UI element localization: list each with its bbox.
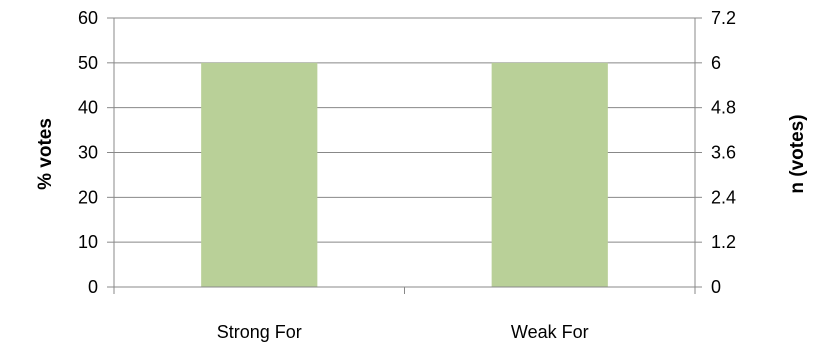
tick-labels: 0 10 20 30 40 50 60 0 1.2 2.4 3.6 4.8 6 7.2 Strong For… xyxy=(78,8,736,342)
x-category-label: Strong For xyxy=(217,322,302,342)
y2-tick-label: 0 xyxy=(711,277,721,297)
bar xyxy=(491,62,608,288)
y2-tick-label: 4.8 xyxy=(711,98,736,118)
y-tick-label: 0 xyxy=(88,277,98,297)
y-tick-label: 30 xyxy=(78,143,98,163)
y2-tick-label: 1.2 xyxy=(711,232,736,252)
y-tick-label: 50 xyxy=(78,53,98,73)
y2-tick-label: 6 xyxy=(711,53,721,73)
bar xyxy=(201,62,318,288)
axes xyxy=(107,17,702,294)
y2-tick-label: 7.2 xyxy=(711,8,736,28)
y2-tick-label: 2.4 xyxy=(711,187,736,207)
y2-axis-title: n (votes) xyxy=(787,114,808,193)
x-category-label: Weak For xyxy=(511,322,589,342)
y-axis-title: % votes xyxy=(35,118,56,190)
y-tick-label: 60 xyxy=(78,8,98,28)
y-tick-label: 20 xyxy=(78,187,98,207)
y-tick-label: 40 xyxy=(78,98,98,118)
y-tick-label: 10 xyxy=(78,232,98,252)
y2-tick-label: 3.6 xyxy=(711,143,736,163)
bars xyxy=(201,62,608,288)
